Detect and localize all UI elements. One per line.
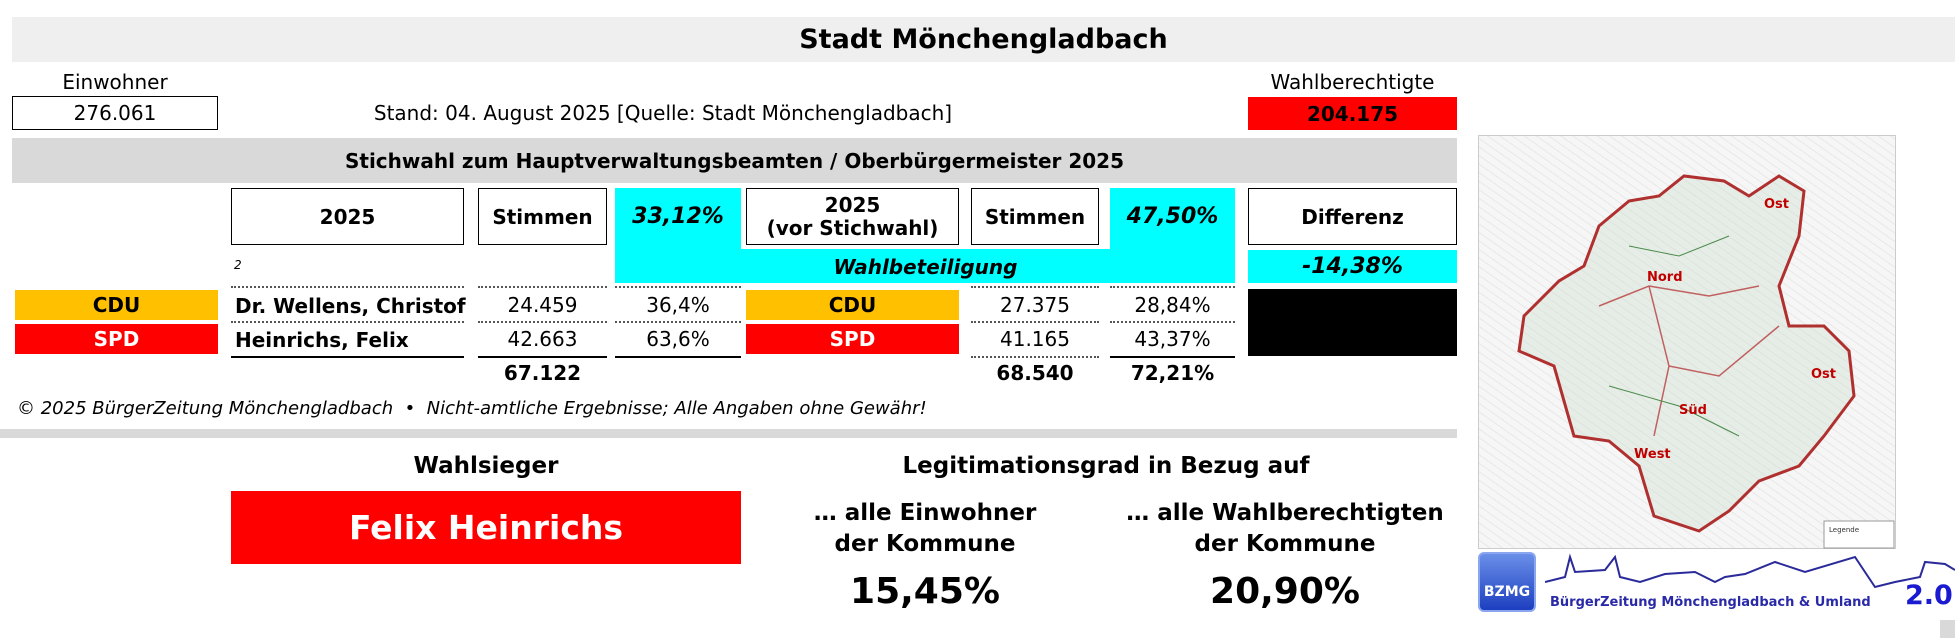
footer-disclaimer: © 2025 BürgerZeitung Mönchengladbach • N… [17,398,927,419]
bzmg-logo-badge: BZMG [1478,552,1536,612]
percent: 63,6% [646,327,710,351]
divider [231,321,464,323]
party-spd: SPD [15,324,218,354]
year2-line1: 2025 [824,192,881,217]
divider [971,286,1099,288]
legit-wb-l1: … alle Wahlberechtigten [1126,500,1444,526]
year2-line2: (vor Stichwahl) [766,215,939,240]
stand-text: Stand: 04. August 2025 [Quelle: Stadt Mö… [373,101,953,125]
legit-einwohner-l2: der Kommune [834,531,1016,557]
turnout-vor-stichwahl: 47,50% [1126,204,1219,229]
votes-2: 27.375 [1000,293,1070,317]
corner-block [1940,620,1955,638]
legit-einwohner-label: … alle Einwohner der Kommune [775,498,1075,560]
wahlbeteiligung-label: Wahlbeteiligung [833,254,1018,279]
percent-2: 43,37% [1134,327,1211,351]
divider [615,356,741,358]
map-label: Nord [1647,270,1683,285]
divider [615,286,741,288]
logo-version: 2.0 [1905,580,1953,611]
candidate-name: Heinrichs, Felix [235,328,409,352]
divider [478,356,607,358]
differenz-black-block [1248,289,1457,356]
separator [0,429,1457,438]
divider [231,356,464,358]
total-votes-2: 68.540 [996,361,1074,385]
header-stimmen: Stimmen [478,188,607,245]
votes: 42.663 [507,327,578,351]
party-cdu: CDU [15,290,218,320]
divider [1110,286,1235,288]
einwohner-label: Einwohner [62,70,168,94]
map-outline: Nord Ost Süd West Ost Legende [1517,174,1895,549]
page-title: Stadt Mönchengladbach [12,17,1955,62]
percent: 36,4% [646,293,710,317]
map-label: Süd [1679,403,1707,418]
footnote: 2 [234,258,242,272]
votes: 24.459 [507,293,578,317]
votes-2: 41.165 [1000,327,1070,351]
divider [478,286,607,288]
einwohner-value: 276.061 [12,96,218,130]
header-year-vor-stichwahl: 2025 (vor Stichwahl) [746,188,959,245]
map-label: Ost [1764,197,1789,212]
total-votes: 67.122 [503,361,582,385]
legit-wb-l2: der Kommune [1194,531,1376,557]
party-cdu-2: CDU [746,290,959,320]
divider [478,321,607,323]
skyline-icon [1545,553,1955,589]
legit-einwohner-l1: … alle Einwohner [813,500,1037,526]
party-spd-2: SPD [746,324,959,354]
divider [971,356,1099,358]
divider [971,321,1099,323]
map-label: Ost [1811,367,1836,382]
legitimation-title: Legitimationsgrad in Bezug auf [902,453,1310,479]
legit-einwohner-value: 15,45% [850,570,1000,612]
logo-text: BürgerZeitung Mönchengladbach & Umland [1550,595,1871,610]
percent-2: 28,84% [1134,293,1211,317]
divider [1110,321,1235,323]
header-differenz: Differenz [1248,188,1457,245]
divider [1110,356,1235,358]
district-map: Nord Ost Süd West Ost Legende [1478,135,1896,549]
divider [615,321,741,323]
map-label: West [1634,447,1671,462]
header-year: 2025 [231,188,464,245]
winner-label: Wahlsieger [413,453,559,479]
divider [231,286,464,288]
total-percent-2: 72,21% [1130,361,1215,385]
legit-wb-value: 20,90% [1210,570,1360,612]
legit-wb-label: … alle Wahlberechtigten der Kommune [1110,498,1460,560]
candidate-name: Dr. Wellens, Christof [235,294,466,318]
turnout-2025: 33,12% [632,204,724,229]
header-stimmen-2: Stimmen [971,188,1099,245]
wahlberechtigte-label: Wahlberechtigte [1270,70,1435,94]
section-title: Stichwahl zum Hauptverwaltungsbeamten / … [12,138,1457,183]
winner-name: Felix Heinrichs [231,491,741,564]
differenz-value: -14,38% [1248,250,1457,283]
map-legend: Legende [1829,526,1859,534]
wahlberechtigte-value: 204.175 [1248,97,1457,130]
